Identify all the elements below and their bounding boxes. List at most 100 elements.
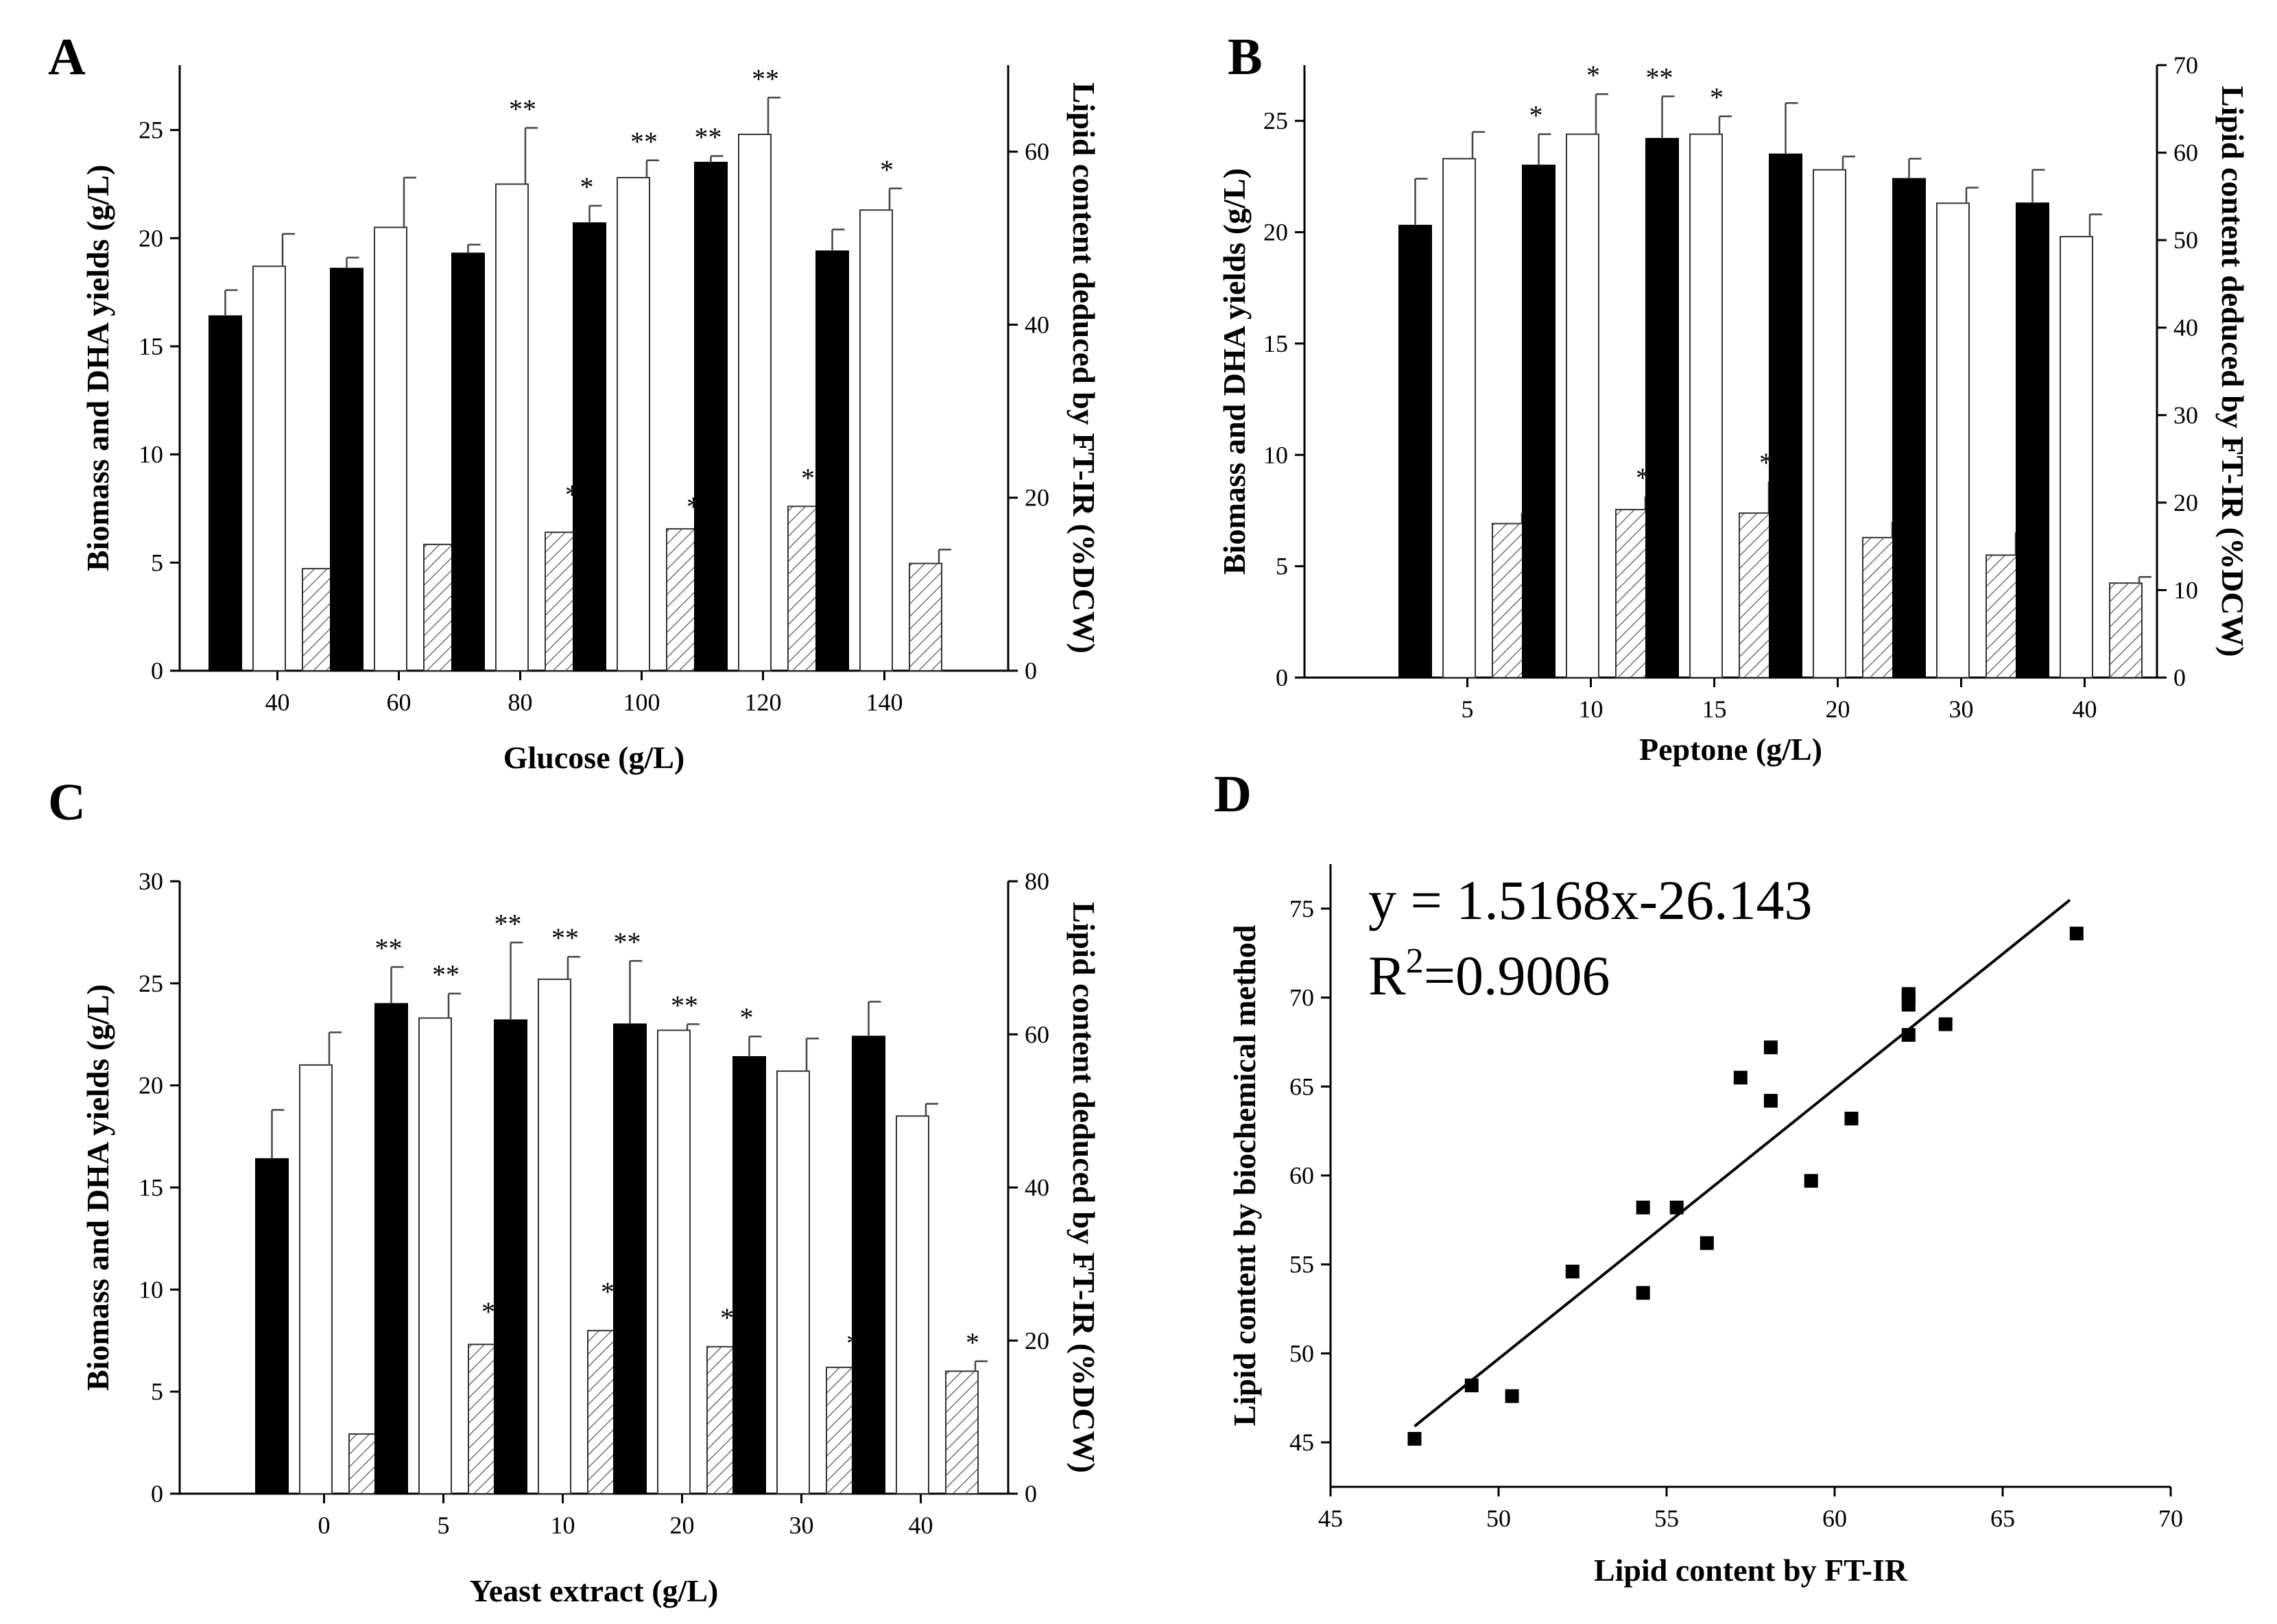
y2-axis-title: Lipid content deduced by FT-IR (%DCW) xyxy=(1066,902,1101,1473)
data-point xyxy=(1844,1111,1859,1125)
bar-lipid xyxy=(909,562,942,672)
x-tick-label: 10 xyxy=(1579,695,1604,723)
bar-dha xyxy=(657,1029,691,1494)
y-tick-label: 5 xyxy=(1276,553,1288,580)
y-tick-label: 10 xyxy=(139,1276,163,1303)
data-point xyxy=(1700,1236,1714,1250)
y2-tick-label: 10 xyxy=(2173,576,2198,604)
bar-biomass xyxy=(2016,202,2049,678)
y2-tick-label: 60 xyxy=(1025,1020,1049,1048)
y-axis-title: Biomass and DHA yields (g/L) xyxy=(80,165,115,571)
significance-mark: ** xyxy=(494,908,522,939)
bar-biomass xyxy=(330,267,363,671)
significance-mark: ** xyxy=(630,126,658,157)
x-tick-label: 140 xyxy=(866,689,903,716)
y-axis-title: Biomass and DHA yields (g/L) xyxy=(80,984,115,1391)
x-axis-title: Yeast extract (g/L) xyxy=(470,1573,719,1608)
y-tick-label: 20 xyxy=(139,1072,163,1099)
y2-tick-label: 20 xyxy=(1025,1327,1049,1354)
data-point xyxy=(2069,927,2084,941)
bar-dha xyxy=(1936,202,1970,678)
data-point xyxy=(1636,1286,1650,1300)
y2-tick-label: 0 xyxy=(2173,664,2186,691)
x-tick-label: 55 xyxy=(1654,1505,1679,1532)
bar-dha xyxy=(495,183,529,672)
significance-mark: ** xyxy=(614,927,641,957)
x-tick-label: 5 xyxy=(438,1512,450,1539)
data-point xyxy=(1669,1200,1684,1215)
bar-lipid xyxy=(2109,582,2143,678)
x-tick-label: 40 xyxy=(909,1512,933,1539)
bar-dha xyxy=(776,1070,810,1494)
panel-d: D 45 50 55 60 65 70 45 50 55 60 65 70 75 y = 1.5168x-2… xyxy=(1214,765,2183,1588)
y-tick-label: 10 xyxy=(1263,441,1288,468)
x-tick-label: 10 xyxy=(551,1512,575,1539)
y-tick-label: 10 xyxy=(139,441,163,468)
data-point xyxy=(1464,1378,1479,1393)
data-point xyxy=(1733,1071,1748,1085)
x-tick-label: 70 xyxy=(2158,1505,2183,1532)
x-tick-label: 120 xyxy=(745,689,782,716)
y2-axis-title: Lipid content deduced by FT-IR (%DCW) xyxy=(2215,86,2250,657)
y-tick-label: 20 xyxy=(1263,219,1288,246)
y-tick-label: 55 xyxy=(1289,1251,1314,1278)
bar-dha xyxy=(2060,236,2093,679)
data-point xyxy=(1763,1094,1778,1108)
x-tick-label: 5 xyxy=(1462,695,1474,723)
x-tick-label: 40 xyxy=(2073,695,2097,723)
x-tick-label: 80 xyxy=(508,689,533,716)
x-tick-label: 50 xyxy=(1486,1505,1511,1532)
x-tick-label: 65 xyxy=(1990,1505,2015,1532)
bar-dha xyxy=(299,1064,333,1494)
bar-dha xyxy=(896,1115,929,1494)
significance-mark: ** xyxy=(551,922,579,953)
significance-mark: ** xyxy=(695,121,722,152)
bar-lipid xyxy=(666,528,700,672)
data-point xyxy=(1565,1265,1579,1279)
y2-tick-label: 60 xyxy=(1025,138,1049,165)
bar-dha xyxy=(252,265,286,671)
significance-mark: ** xyxy=(375,933,403,964)
bar-biomass xyxy=(1398,224,1432,678)
panel-letter: D xyxy=(1214,765,1252,823)
bar-lipid xyxy=(1492,523,1525,679)
y2-tick-label: 0 xyxy=(1025,657,1037,684)
significance-mark: ** xyxy=(671,990,698,1020)
bar-biomass xyxy=(852,1036,885,1494)
bar-biomass xyxy=(573,222,606,672)
y-tick-label: 25 xyxy=(139,970,163,997)
significance-mark: ** xyxy=(432,959,460,990)
bar-biomass xyxy=(374,1003,408,1494)
bar-lipid xyxy=(302,568,335,671)
data-point xyxy=(1901,987,1916,1001)
bar-dha xyxy=(1813,169,1846,678)
data-point xyxy=(1505,1389,1519,1403)
significance-mark: * xyxy=(966,1327,979,1358)
y2-tick-label: 20 xyxy=(1025,484,1049,512)
bar-biomass xyxy=(494,1019,527,1494)
significance-mark: * xyxy=(1529,100,1543,131)
x-tick-label: 30 xyxy=(1949,695,1974,723)
x-tick-label: 20 xyxy=(670,1512,695,1539)
bar-lipid xyxy=(1862,536,1896,679)
bar-biomass xyxy=(613,1023,647,1495)
data-point xyxy=(1763,1040,1778,1055)
significance-mark: * xyxy=(1586,60,1600,91)
y2-tick-label: 80 xyxy=(1025,868,1049,895)
bar-lipid xyxy=(1986,554,2019,679)
y2-tick-label: 40 xyxy=(1025,311,1049,338)
significance-mark: * xyxy=(740,1002,754,1033)
bar-lipid xyxy=(1615,509,1649,679)
y2-tick-label: 30 xyxy=(2173,401,2198,429)
y2-tick-label: 70 xyxy=(2173,51,2198,79)
panel-letter: B xyxy=(1228,28,1263,86)
bar-biomass xyxy=(694,161,728,672)
bar-biomass xyxy=(208,315,242,672)
y-tick-label: 65 xyxy=(1289,1073,1314,1100)
y-tick-label: 25 xyxy=(139,117,163,144)
x-tick-label: 100 xyxy=(623,689,660,716)
x-tick-label: 45 xyxy=(1318,1505,1343,1532)
x-tick-label: 15 xyxy=(1702,695,1727,723)
